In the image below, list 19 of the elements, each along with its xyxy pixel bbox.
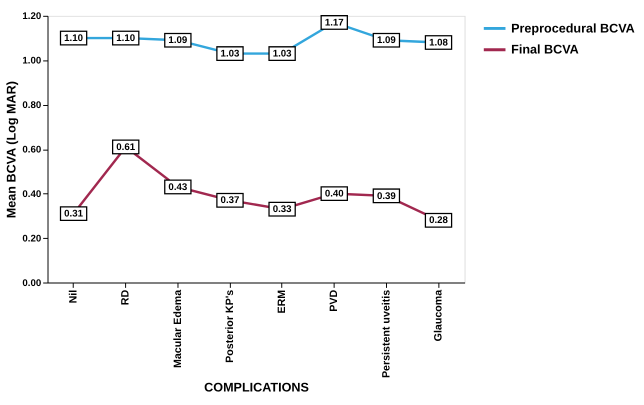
y-tick-label: 0.60 <box>22 144 42 156</box>
x-tick-label: Nil <box>68 290 80 304</box>
legend-label: Preprocedural BCVA <box>511 21 635 36</box>
y-tick-label: 0.00 <box>22 278 42 289</box>
x-axis-title: COMPLICATIONS <box>204 380 309 395</box>
x-tick-label: PVD <box>328 290 340 312</box>
x-tick-label: Glaucoma <box>432 290 444 342</box>
x-tick-label: Persistent uveitis <box>380 290 392 378</box>
y-axis-title: Mean BCVA (Log MAR) <box>4 81 19 218</box>
y-tick-label: 0.80 <box>22 100 42 112</box>
x-tick-label: Posterior KP's <box>224 290 236 363</box>
x-tick-label: ERM <box>276 290 288 314</box>
y-tick-label: 0.20 <box>22 233 42 244</box>
y-tick-label: 1.00 <box>22 56 42 67</box>
y-tick-label: 1.20 <box>22 11 42 22</box>
y-tick-label: 0.40 <box>22 189 42 200</box>
x-tick-label: Macular Edema <box>172 290 184 368</box>
legend-label: Final BCVA <box>511 42 579 57</box>
x-tick-label: RD <box>120 290 132 306</box>
